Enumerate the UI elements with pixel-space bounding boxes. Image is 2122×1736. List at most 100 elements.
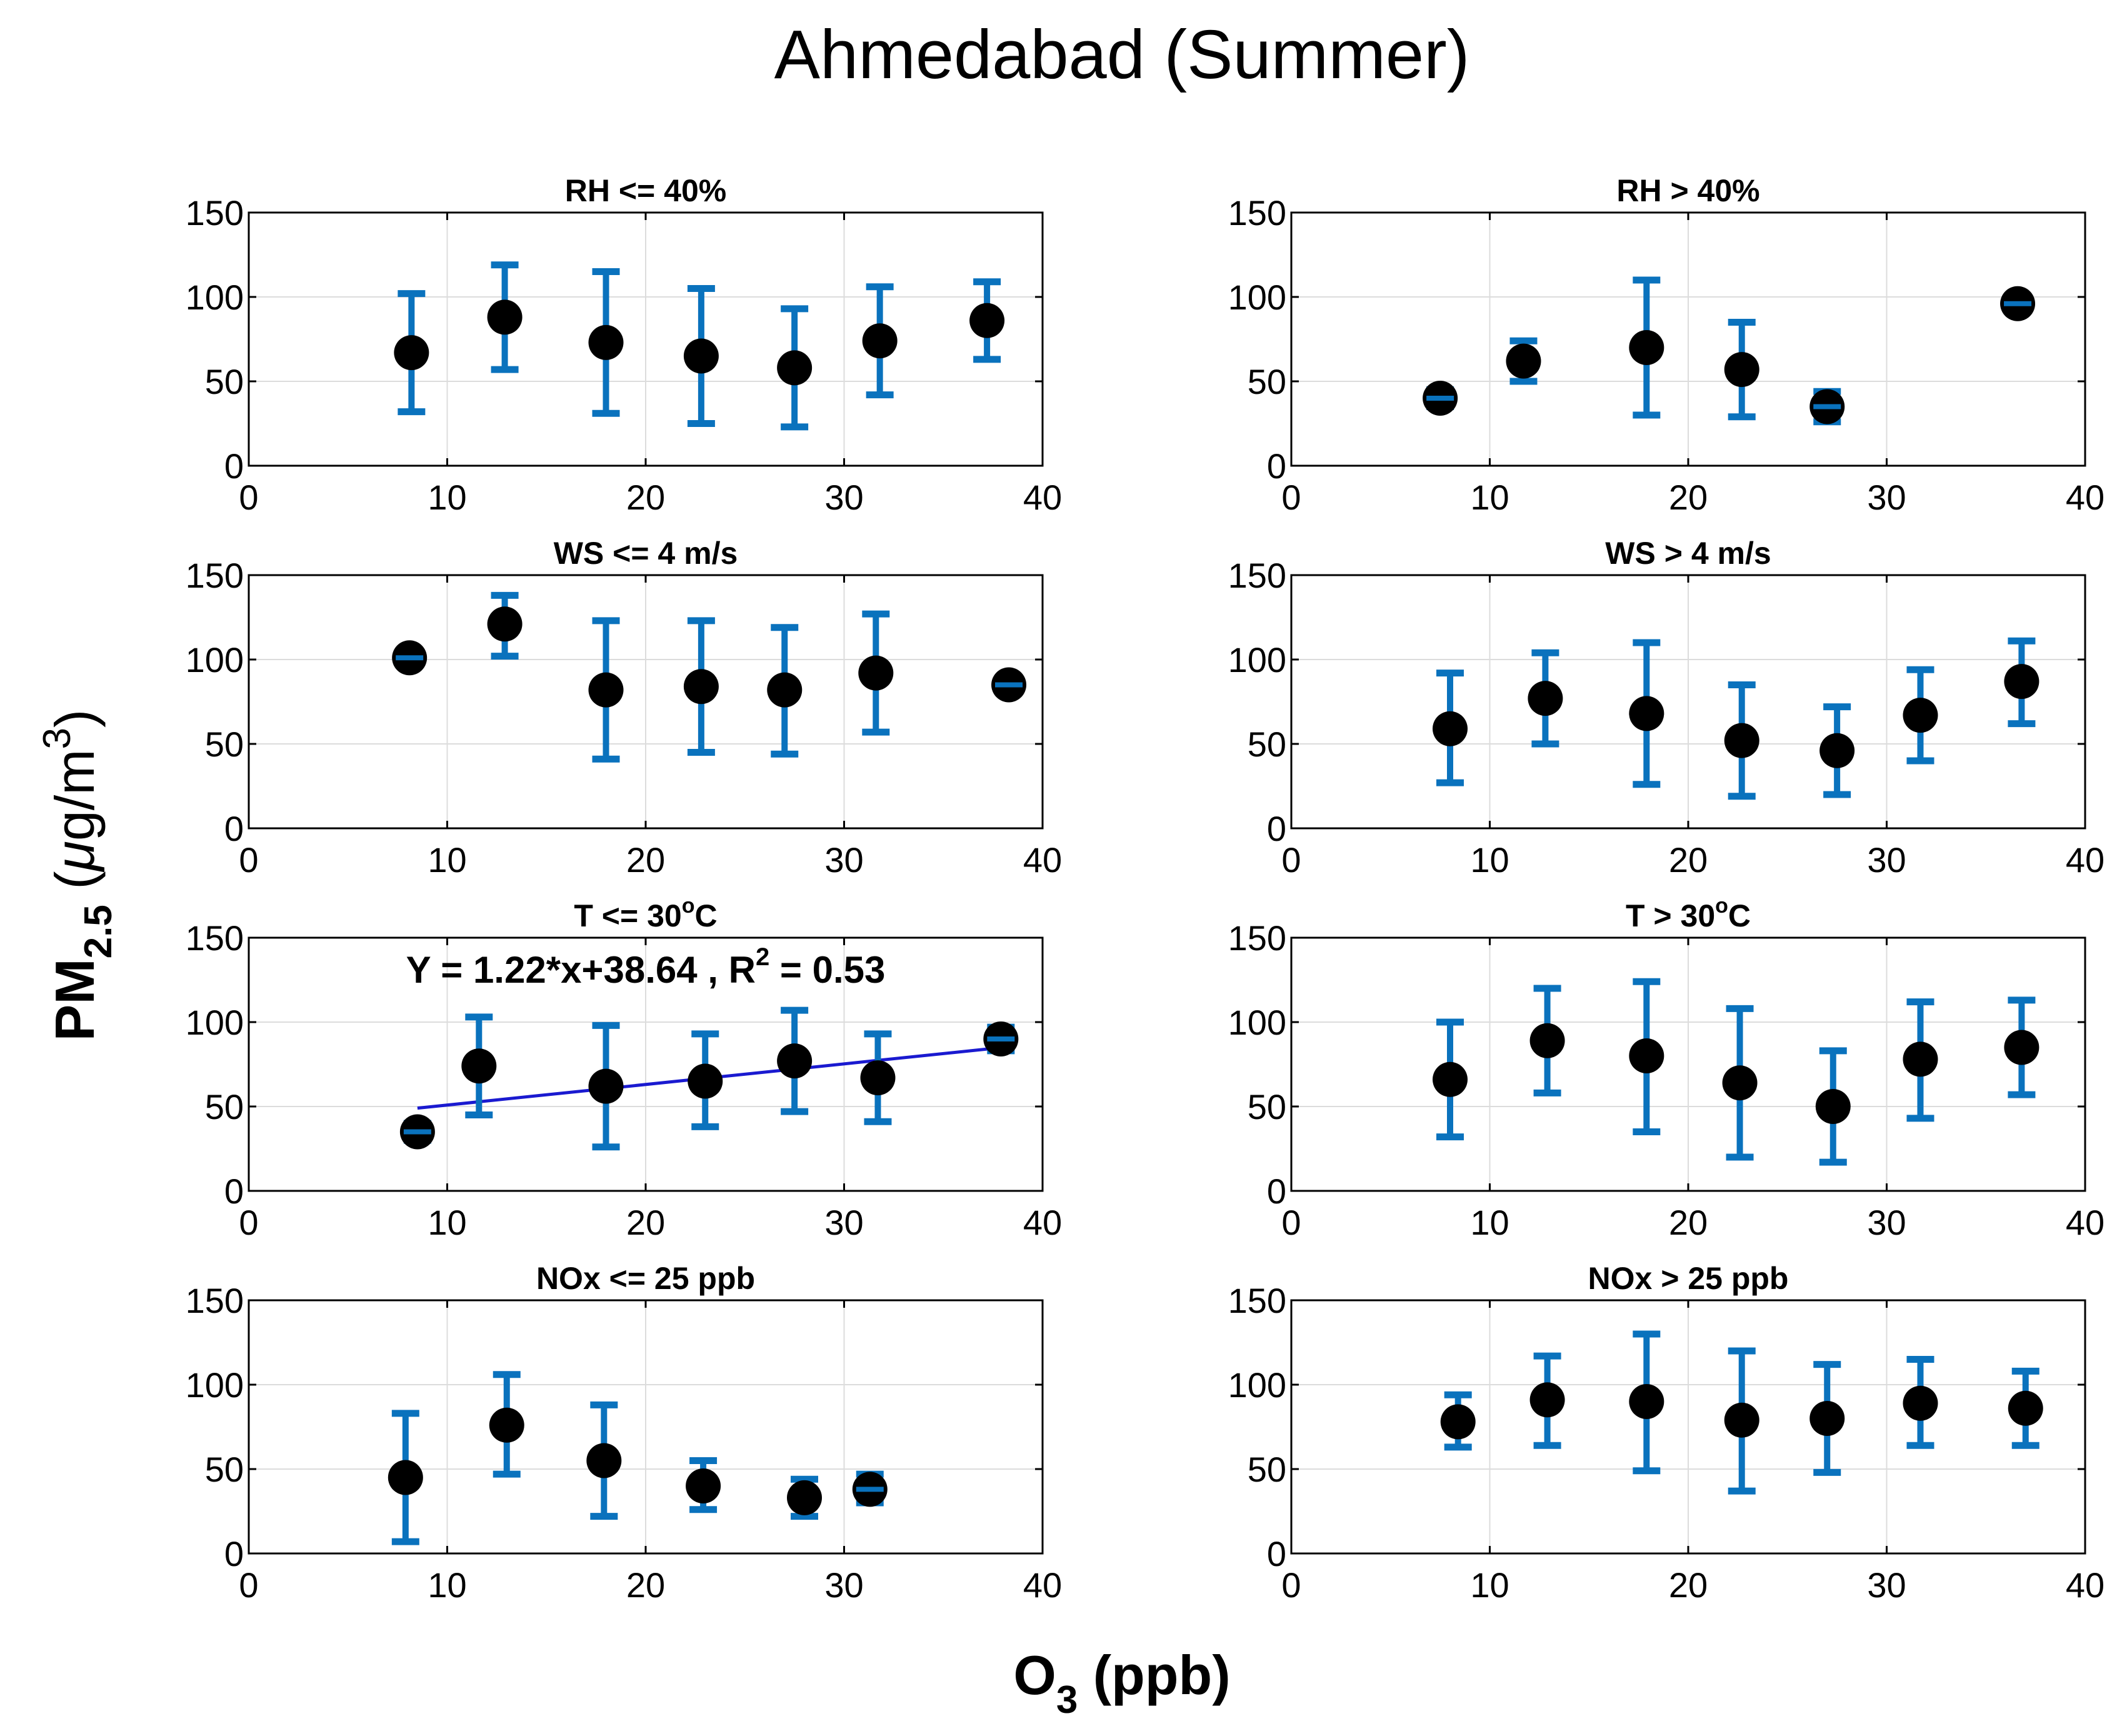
data-marker	[1529, 1023, 1565, 1058]
x-tick-label: 20	[1669, 1565, 1708, 1605]
data-marker	[777, 350, 813, 386]
data-marker	[388, 1460, 423, 1495]
panel-title: NOx > 25 ppb	[1588, 1261, 1789, 1296]
y-axis-label-sup: 3	[36, 728, 79, 749]
data-marker	[1440, 1404, 1476, 1440]
data-marker	[860, 1060, 896, 1096]
y-tick-label: 50	[205, 1087, 244, 1126]
y-axis-label-close: )	[44, 710, 106, 728]
y-tick-label: 150	[1228, 918, 1286, 958]
data-marker	[1903, 1041, 1938, 1077]
equation-text: Y = 1.22*x+38.64 , R	[406, 949, 756, 991]
subplot-3: 0 10 20 30 40 0 50 100 150 WS > 4 m/s	[1228, 536, 2105, 880]
x-tick-label: 30	[824, 478, 863, 517]
x-tick-label: 30	[1867, 840, 1906, 880]
panel-title: T > 30oC	[1626, 894, 1751, 933]
data-marker	[1629, 696, 1664, 731]
data-marker	[1506, 343, 1541, 379]
data-marker	[1722, 1065, 1758, 1101]
x-tick-label: 0	[239, 478, 258, 517]
y-tick-label: 0	[224, 446, 244, 486]
axes-frame	[248, 211, 1044, 467]
y-tick-label: 100	[1228, 278, 1286, 317]
panel-title-text: NOx <= 25 ppb	[536, 1261, 755, 1296]
panel-title: WS > 4 m/s	[1605, 536, 1771, 571]
x-axis-label-main: O	[1013, 1644, 1056, 1706]
x-tick-label: 0	[239, 840, 258, 880]
data-marker	[1529, 1382, 1565, 1418]
data-point	[1903, 998, 1938, 1122]
subplot-6: 0 10 20 30 40 0 50 100 150 NOx <= 25 ppb	[186, 1261, 1063, 1605]
data-point	[858, 610, 894, 736]
data-marker	[489, 1407, 524, 1443]
data-point	[852, 1470, 888, 1507]
data-point	[1423, 381, 1458, 416]
panel-title-text: NOx > 25 ppb	[1588, 1261, 1789, 1296]
y-axis-label-mu: μ	[44, 841, 106, 872]
x-tick-label: 30	[824, 1565, 863, 1605]
x-tick-label: 40	[2066, 840, 2104, 880]
data-point	[777, 305, 813, 431]
grid	[249, 213, 1043, 466]
x-axis-label-rest: (ppb)	[1078, 1644, 1230, 1706]
data-point	[1724, 319, 1759, 421]
y-tick-label: 0	[1267, 446, 1286, 486]
x-tick-label: 20	[626, 1203, 665, 1242]
data-point	[1819, 703, 1855, 798]
data-marker	[588, 1068, 624, 1104]
y-tick-label: 100	[1228, 1003, 1286, 1042]
data-point	[991, 667, 1027, 703]
y-axis-label-main: PM	[44, 958, 106, 1041]
x-tick-label: 0	[239, 1565, 258, 1605]
panel-title: WS <= 4 m/s	[554, 536, 738, 571]
grid	[249, 575, 1043, 828]
data-marker	[1528, 681, 1563, 716]
subplot-0: 0 10 20 30 40 0 50 100 150 RH <= 40%	[186, 173, 1063, 517]
y-tick-label: 150	[186, 918, 244, 958]
data-point	[1815, 1047, 1851, 1166]
x-tick-label: 40	[1023, 1565, 1062, 1605]
grid	[1291, 938, 2085, 1191]
data-point	[688, 1030, 723, 1130]
data-marker	[1629, 330, 1664, 365]
data-point	[983, 1021, 1019, 1056]
data-point	[860, 1030, 896, 1125]
x-axis-label-sub: 3	[1056, 1678, 1078, 1722]
data-point	[683, 285, 719, 427]
y-tick-label: 0	[1267, 809, 1286, 848]
x-tick-label: 30	[1867, 1203, 1906, 1242]
data-marker	[1629, 1384, 1664, 1419]
x-tick-label: 10	[1470, 1203, 1509, 1242]
data-marker	[1815, 1089, 1851, 1124]
data-point	[1809, 1361, 1845, 1476]
data-point	[399, 1114, 435, 1150]
x-tick-label: 10	[1470, 840, 1509, 880]
data-point	[1724, 1347, 1759, 1495]
panel-title-text: T <= 30	[574, 898, 681, 933]
figure-title: Ahmedabad (Summer)	[774, 16, 1470, 93]
x-tick-label: 10	[428, 1565, 466, 1605]
x-axis-label: O3 (ppb)	[1013, 1644, 1230, 1722]
data-point	[683, 617, 719, 756]
data-marker	[586, 1443, 622, 1478]
data-point	[1724, 681, 1759, 800]
data-point	[1629, 978, 1664, 1135]
x-tick-label: 10	[428, 478, 466, 517]
data-point	[1440, 1391, 1476, 1451]
y-tick-label: 0	[1267, 1534, 1286, 1573]
axes-frame	[1290, 574, 2086, 830]
data-point	[588, 268, 624, 417]
data-point	[392, 640, 428, 676]
data-point	[767, 624, 803, 758]
panel-title-unit: C	[695, 898, 718, 933]
x-tick-label: 10	[428, 840, 466, 880]
y-tick-label: 0	[224, 1534, 244, 1573]
data-point	[394, 290, 429, 416]
y-axis-label-open: (	[44, 871, 106, 905]
x-tick-label: 40	[1023, 1203, 1062, 1242]
data-point	[1433, 1018, 1468, 1141]
y-tick-label: 150	[186, 1281, 244, 1320]
data-point	[588, 1021, 624, 1151]
y-tick-label: 100	[1228, 640, 1286, 680]
x-tick-label: 0	[1281, 840, 1301, 880]
